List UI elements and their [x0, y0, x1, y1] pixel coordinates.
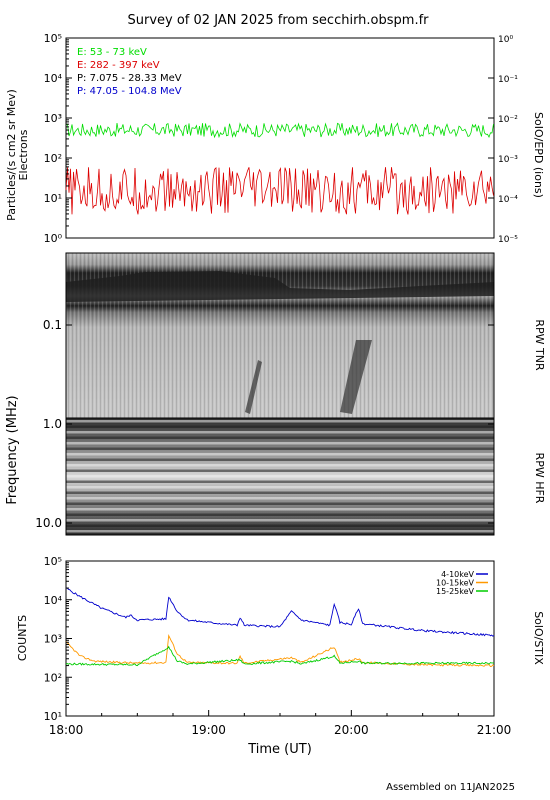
stix-xtick-label: 21:00 [477, 723, 512, 737]
hfr-stripe [66, 420, 494, 423]
stix-ylabel: COUNTS [16, 615, 29, 661]
epd-ytick-label: 10⁴ [44, 72, 63, 85]
hfr-stripe [66, 491, 494, 494]
rpw-ytick-label: 10.0 [35, 516, 62, 530]
epd-ytick-right-label: 10⁻⁵ [498, 235, 518, 245]
hfr-stripe [66, 486, 494, 489]
epd-ytick-label: 10² [44, 152, 62, 165]
stix-ytick-label: 10⁵ [44, 555, 62, 568]
rpw-tnr-label: RPW TNR [533, 319, 546, 371]
hfr-stripe [66, 436, 494, 439]
epd-ytick-right-label: 10⁰ [498, 35, 513, 45]
rpw-plot-frame [65, 252, 495, 536]
hfr-stripe [66, 502, 494, 505]
epd-ytick-right-label: 10⁻³ [498, 155, 518, 165]
epd-ytick-label: 10⁵ [44, 32, 62, 45]
hfr-stripe [66, 458, 494, 461]
hfr-stripe [66, 453, 494, 456]
epd-legend-entry: E: 282 - 397 keV [77, 60, 160, 71]
epd-legend-entry: E: 53 - 73 keV [77, 47, 147, 58]
stix-legend-entry: 4-10keV [441, 570, 474, 579]
stix-ytick-label: 10¹ [44, 710, 62, 723]
epd-ytick-right-label: 10⁻² [498, 115, 518, 125]
hfr-stripe [66, 480, 494, 483]
stix-legend-entry: 15-25keV [436, 587, 475, 596]
stix-ytick-label: 10³ [44, 633, 62, 646]
stix-xlabel: Time (UT) [247, 742, 312, 757]
stix-plot-frame [65, 560, 495, 717]
hfr-stripe [66, 508, 494, 511]
epd-ytick-label: 10³ [44, 112, 62, 125]
epd-ylabel-left: Particles/(s cm2 sr Mev) [5, 89, 18, 221]
rpw-hfr-label: RPW HFR [533, 453, 546, 504]
stix-series-line [65, 587, 495, 637]
stix-legend-entry: 10-15keV [436, 579, 475, 588]
hfr-stripe [66, 524, 494, 527]
hfr-stripe [66, 469, 494, 472]
epd-ylabel-right: SoIO/EPD (ions) [532, 112, 545, 198]
hfr-stripe [66, 464, 494, 467]
footer-assembled: Assembled on 11JAN2025 [386, 782, 515, 793]
epd-ytick-right-label: 10⁻¹ [498, 75, 518, 85]
epd-ylabel-left2: Electrons [17, 129, 30, 180]
epd-panel: 10⁰ 10¹ 10² 10³ 10⁴ 10⁵ 10⁻⁵ 10⁻⁴ 10⁻³ 10⁻² 10⁻¹ 1… [5, 32, 545, 245]
epd-ytick-label: 10⁰ [44, 232, 63, 245]
hfr-stripe [66, 497, 494, 500]
hfr-stripe [66, 442, 494, 445]
hfr-stripe [66, 431, 494, 434]
epd-series-line [65, 166, 494, 215]
tnr-burst-1 [245, 360, 262, 414]
stix-ytick-label: 10⁴ [44, 594, 63, 607]
stix-series-line [65, 645, 495, 667]
stix-series-line [65, 634, 495, 667]
hfr-stripe [66, 425, 494, 428]
stix-xtick-label: 20:00 [334, 723, 369, 737]
tnr-dark-band [66, 271, 494, 302]
tnr-burst-2 [340, 340, 372, 414]
epd-ytick-label: 10¹ [44, 192, 62, 205]
epd-legend-entry: P: 7.075 - 28.33 MeV [77, 73, 182, 84]
hfr-stripe [66, 530, 494, 533]
epd-legend-entry: P: 47.05 - 104.8 MeV [77, 86, 182, 97]
rpw-panel: 0.1 1.0 10.0 Frequency (MHz) RPW TNR RPW H… [5, 252, 546, 536]
rpw-ylabel: Frequency (MHz) [5, 395, 20, 504]
stix-xtick-label: 18:00 [49, 723, 84, 737]
hfr-stripe [66, 447, 494, 450]
epd-ytick-right-label: 10⁻⁴ [498, 195, 518, 205]
hfr-stripe [66, 519, 494, 522]
hfr-stripe [66, 475, 494, 478]
epd-series-line [65, 122, 494, 139]
stix-ylabel-right: SolO/STIX [532, 611, 545, 665]
stix-xtick-label: 19:00 [191, 723, 226, 737]
epd-plot-frame [65, 37, 495, 239]
rpw-ytick-label: 0.1 [43, 318, 62, 332]
stix-ytick-label: 10² [44, 671, 62, 684]
stix-panel: 10¹ 10² 10³ 10⁴ 10⁵ 18:00 19:00 20:00 21:00 4-10… [16, 555, 545, 757]
hfr-stripe [66, 513, 494, 516]
chart-title: Survey of 02 JAN 2025 from secchirh.obsp… [128, 13, 430, 28]
rpw-ytick-label: 1.0 [43, 417, 62, 431]
